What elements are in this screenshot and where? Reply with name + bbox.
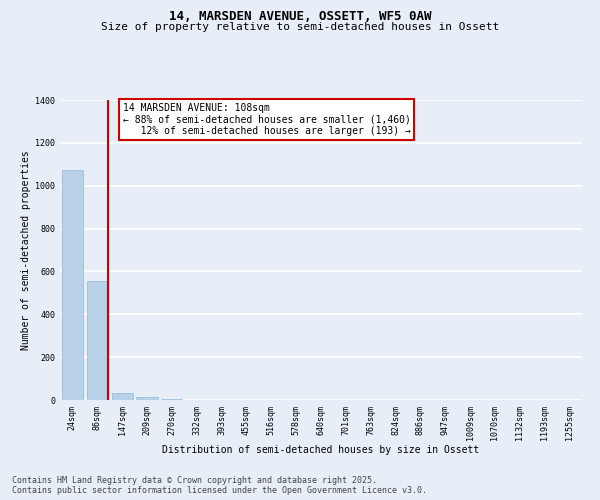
Bar (112, 393, 133, 400)
Bar (136, 397, 158, 400)
Y-axis label: Number of semi-detached properties: Number of semi-detached properties (21, 150, 31, 350)
Bar (62, 170, 83, 400)
X-axis label: Distribution of semi-detached houses by size in Ossett: Distribution of semi-detached houses by … (163, 446, 479, 456)
Text: 14, MARSDEN AVENUE, OSSETT, WF5 0AW: 14, MARSDEN AVENUE, OSSETT, WF5 0AW (169, 10, 431, 23)
Text: 14 MARSDEN AVENUE: 108sqm
← 88% of semi-detached houses are smaller (1,460)
   1: 14 MARSDEN AVENUE: 108sqm ← 88% of semi-… (122, 103, 410, 136)
Text: Contains HM Land Registry data © Crown copyright and database right 2025.
Contai: Contains HM Land Registry data © Crown c… (12, 476, 427, 495)
Text: Size of property relative to semi-detached houses in Ossett: Size of property relative to semi-detach… (101, 22, 499, 32)
Bar (87, 281, 108, 400)
